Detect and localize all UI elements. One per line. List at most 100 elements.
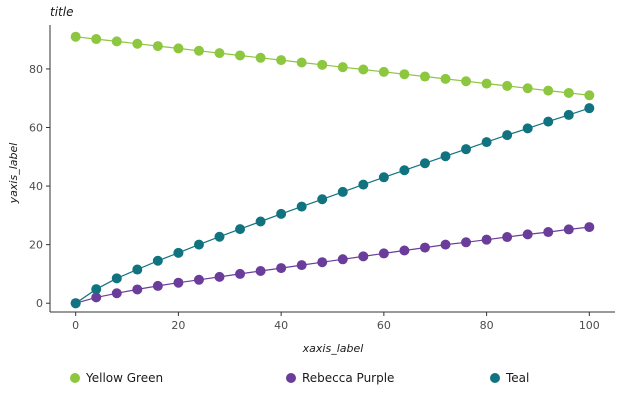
data-point	[317, 194, 328, 205]
x-tick-label: 40	[274, 319, 288, 332]
data-point	[317, 257, 328, 268]
data-point	[481, 137, 492, 148]
data-point	[214, 48, 225, 59]
data-point	[543, 116, 554, 127]
data-point	[584, 103, 595, 114]
data-point	[111, 273, 122, 284]
data-point	[276, 208, 287, 219]
data-point	[419, 158, 430, 169]
y-tick-label: 40	[29, 180, 43, 193]
x-axis-label: xaxis_label	[302, 342, 364, 355]
data-point	[132, 264, 143, 275]
legend-marker	[70, 373, 80, 383]
data-point	[522, 229, 533, 240]
data-point	[255, 266, 266, 276]
data-point	[584, 222, 595, 233]
data-point	[563, 224, 574, 235]
data-point	[152, 255, 163, 266]
data-point	[152, 41, 163, 52]
data-point	[235, 268, 246, 279]
x-tick-label: 60	[377, 319, 391, 332]
data-point	[214, 231, 225, 242]
data-point	[461, 76, 472, 87]
data-point	[440, 73, 451, 84]
data-point	[584, 90, 595, 101]
data-point	[255, 216, 266, 227]
data-point	[440, 239, 451, 250]
data-point	[358, 251, 369, 262]
y-tick-label: 20	[29, 239, 43, 252]
data-point	[481, 234, 492, 245]
data-point	[399, 165, 410, 176]
data-point	[111, 288, 122, 299]
series-teal	[70, 103, 595, 309]
x-tick-label: 80	[480, 319, 494, 332]
x-tick-label: 0	[72, 319, 79, 332]
x-tick-label: 20	[171, 319, 185, 332]
data-point	[378, 248, 389, 259]
data-point	[173, 247, 184, 258]
legend-marker	[286, 373, 296, 383]
data-point	[419, 242, 430, 253]
data-point	[337, 62, 348, 73]
chart-title: title	[50, 5, 73, 19]
y-tick-label: 80	[29, 63, 43, 76]
data-point	[214, 271, 225, 282]
data-point	[276, 55, 287, 66]
y-axis-label: yaxis_label	[7, 143, 20, 205]
data-point	[543, 227, 554, 238]
data-point	[152, 280, 163, 291]
legend-label: Yellow Green	[85, 371, 163, 385]
data-point	[358, 64, 369, 75]
data-point	[91, 34, 102, 45]
data-point	[358, 179, 369, 190]
data-point	[173, 43, 184, 54]
data-point	[132, 284, 143, 295]
data-point	[296, 57, 307, 68]
data-point	[563, 87, 574, 98]
data-point	[235, 224, 246, 235]
legend-item: Yellow Green	[70, 371, 163, 385]
data-point	[91, 292, 102, 303]
data-point	[337, 186, 348, 197]
data-point	[461, 237, 472, 248]
data-point	[419, 71, 430, 82]
data-point	[461, 144, 472, 155]
data-point	[502, 130, 513, 141]
data-point	[70, 31, 81, 42]
data-point	[378, 172, 389, 183]
data-point	[255, 52, 266, 63]
legend-label: Rebecca Purple	[302, 371, 394, 385]
data-point	[193, 45, 204, 56]
data-point	[440, 151, 451, 162]
data-point	[399, 245, 410, 256]
x-tick-label: 100	[579, 319, 600, 332]
series-layer	[70, 31, 595, 309]
data-point	[173, 277, 184, 288]
y-tick-label: 60	[29, 122, 43, 135]
data-point	[502, 80, 513, 91]
data-point	[522, 123, 533, 134]
series-yellow-green	[70, 31, 595, 101]
data-point	[193, 274, 204, 285]
data-point	[296, 260, 307, 271]
legend-label: Teal	[505, 371, 529, 385]
data-point	[132, 38, 143, 49]
legend-marker	[490, 373, 500, 383]
data-point	[563, 109, 574, 120]
data-point	[317, 59, 328, 70]
data-point	[70, 298, 81, 309]
data-point	[91, 284, 102, 295]
data-point	[522, 83, 533, 94]
legend: Yellow Green Rebecca Purple Teal	[70, 371, 529, 385]
data-point	[235, 50, 246, 61]
data-point	[193, 239, 204, 250]
data-point	[296, 201, 307, 212]
data-point	[378, 66, 389, 77]
legend-item: Rebecca Purple	[286, 371, 394, 385]
data-point	[543, 85, 554, 96]
data-point	[337, 254, 348, 265]
legend-item: Teal	[490, 371, 529, 385]
